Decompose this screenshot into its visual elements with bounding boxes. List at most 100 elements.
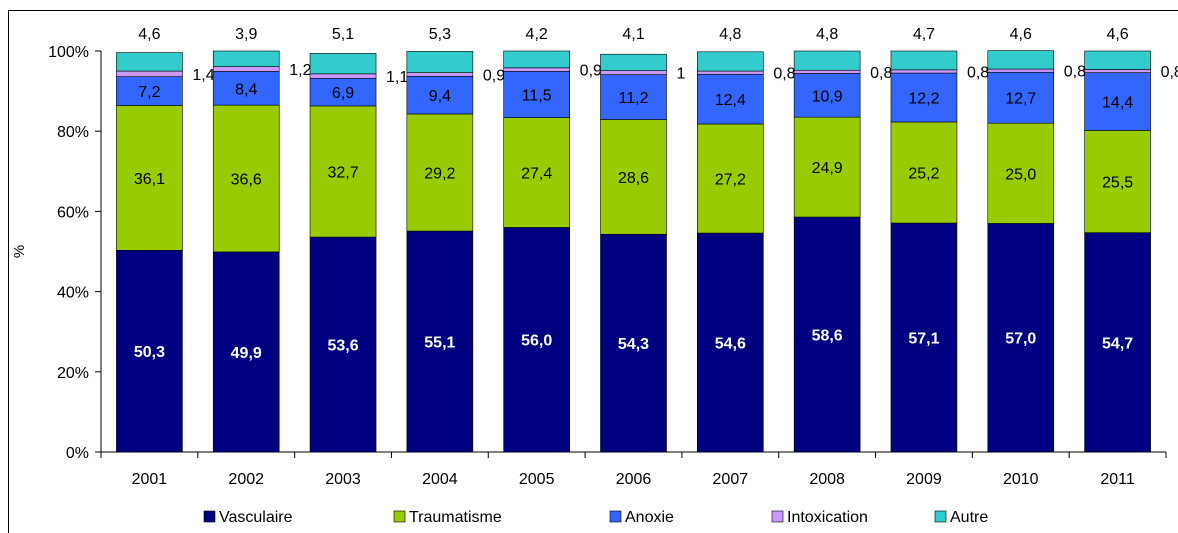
bar-segment-traumatisme (987, 122, 1055, 224)
data-label-anoxie: 11,5 (522, 88, 552, 105)
data-label-autre: 3,9 (235, 26, 257, 43)
bar-segment-anoxie (697, 73, 764, 125)
bar-segment-traumatisme (697, 123, 764, 234)
bar-segment-anoxie (793, 73, 861, 118)
data-label-anoxie: 14,4 (1102, 95, 1133, 112)
bar-segment-autre (697, 51, 764, 72)
data-label-traumatisme: 36,1 (134, 171, 165, 188)
bar-segment-intoxication (697, 70, 764, 75)
data-label-intoxication: 0,8 (1161, 64, 1178, 81)
data-label-autre: 5,3 (429, 26, 451, 43)
data-label-traumatisme: 28,6 (618, 170, 649, 187)
bar-segment-autre (890, 50, 958, 71)
bar-segment-vasculaire (406, 230, 474, 453)
bar-segment-anoxie (600, 74, 667, 120)
bar-segment-autre (987, 50, 1055, 70)
bar-segment-intoxication (309, 73, 377, 79)
bar-segment-intoxication (1084, 69, 1151, 73)
bar-segment-traumatisme (309, 105, 377, 238)
data-label-traumatisme: 25,0 (1005, 166, 1036, 183)
data-label-vasculaire: 54,6 (715, 336, 746, 353)
data-label-traumatisme: 25,2 (908, 166, 939, 183)
data-label-anoxie: 10,9 (812, 88, 843, 105)
data-label-traumatisme: 25,5 (1102, 175, 1133, 192)
data-label-anoxie: 12,4 (715, 92, 746, 109)
bar-segment-vasculaire (600, 233, 667, 453)
data-label-traumatisme: 32,7 (327, 165, 358, 182)
bar-segment-intoxication (987, 68, 1055, 73)
data-label-intoxication: 0,8 (1064, 64, 1086, 81)
y-tick-label: 60% (57, 204, 89, 221)
legend-label-intoxication: Intoxication (787, 509, 868, 526)
data-label-vasculaire: 53,6 (327, 338, 358, 355)
bar-segment-traumatisme (1084, 130, 1151, 233)
data-label-anoxie: 6,9 (332, 85, 354, 102)
data-label-intoxication: 1 (677, 66, 686, 83)
bar-segment-traumatisme (212, 104, 280, 253)
data-label-intoxication: 0,8 (967, 64, 989, 81)
x-tick-label: 2008 (809, 471, 845, 488)
legend-label-vasculaire: Vasculaire (219, 509, 293, 526)
legend-label-autre: Autre (950, 509, 988, 526)
x-tick-label: 2003 (325, 471, 361, 488)
data-label-autre: 4,6 (138, 26, 160, 43)
data-label-vasculaire: 57,0 (1005, 331, 1036, 348)
data-label-autre: 4,2 (526, 26, 548, 43)
chart-frame (8, 10, 1178, 533)
bar-segment-anoxie (212, 71, 280, 106)
bar-segment-vasculaire (890, 222, 958, 453)
x-tick-label: 2007 (713, 471, 749, 488)
data-label-intoxication: 0,8 (773, 66, 795, 83)
data-label-vasculaire: 50,3 (134, 344, 165, 361)
data-label-anoxie: 7,2 (138, 84, 160, 101)
data-label-anoxie: 12,7 (1005, 91, 1036, 108)
data-label-autre: 4,8 (719, 26, 741, 43)
data-label-anoxie: 11,2 (619, 90, 649, 107)
x-tick-label: 2001 (132, 471, 168, 488)
legend-swatch-intoxication (771, 510, 784, 523)
bar-segment-intoxication (503, 67, 570, 72)
data-label-intoxication: 1,4 (192, 67, 214, 84)
bar-segment-traumatisme (406, 113, 474, 232)
bar-segment-autre (600, 53, 667, 71)
data-label-intoxication: 0,9 (580, 63, 602, 80)
bar-segment-vasculaire (697, 232, 764, 453)
legend-label-traumatisme: Traumatisme (409, 509, 502, 526)
data-label-anoxie: 9,4 (429, 88, 451, 105)
bar-segment-vasculaire (793, 216, 861, 453)
data-label-intoxication: 0,8 (870, 65, 892, 82)
data-label-intoxication: 0,9 (483, 67, 505, 84)
bar-segment-autre (212, 50, 280, 67)
bar-segment-autre (503, 50, 570, 69)
bar-segment-anoxie (890, 72, 958, 123)
y-tick-label: 0% (66, 445, 89, 462)
data-label-autre: 4,6 (1010, 26, 1032, 43)
bar-segment-traumatisme (890, 121, 958, 224)
bar-segment-autre (1084, 50, 1151, 70)
data-label-vasculaire: 54,3 (618, 336, 649, 353)
data-label-autre: 5,1 (332, 26, 354, 43)
y-tick-label: 80% (57, 124, 89, 141)
legend-label-anoxie: Anoxie (625, 509, 674, 526)
bar-segment-traumatisme (793, 116, 861, 218)
data-label-autre: 4,7 (913, 26, 935, 43)
bar-segment-anoxie (987, 71, 1055, 124)
bar-segment-autre (309, 53, 377, 75)
bar-segment-traumatisme (503, 117, 570, 228)
y-tick-label: 40% (57, 285, 89, 302)
y-axis-title: % (11, 245, 28, 258)
data-label-vasculaire: 57,1 (908, 331, 939, 348)
x-tick-label: 2009 (906, 471, 942, 488)
y-tick-label: 100% (48, 44, 89, 61)
data-label-traumatisme: 36,6 (231, 172, 262, 189)
legend-swatch-autre (934, 510, 947, 523)
legend-swatch-anoxie (609, 510, 622, 523)
bar-segment-vasculaire (987, 223, 1055, 453)
data-label-intoxication: 1,1 (386, 69, 408, 86)
bar-segment-anoxie (503, 71, 570, 118)
data-label-vasculaire: 54,7 (1102, 335, 1133, 352)
bar-segment-intoxication (406, 72, 474, 77)
bar-segment-intoxication (212, 66, 280, 72)
bar-segment-vasculaire (212, 251, 280, 453)
bar-segment-intoxication (116, 70, 183, 77)
